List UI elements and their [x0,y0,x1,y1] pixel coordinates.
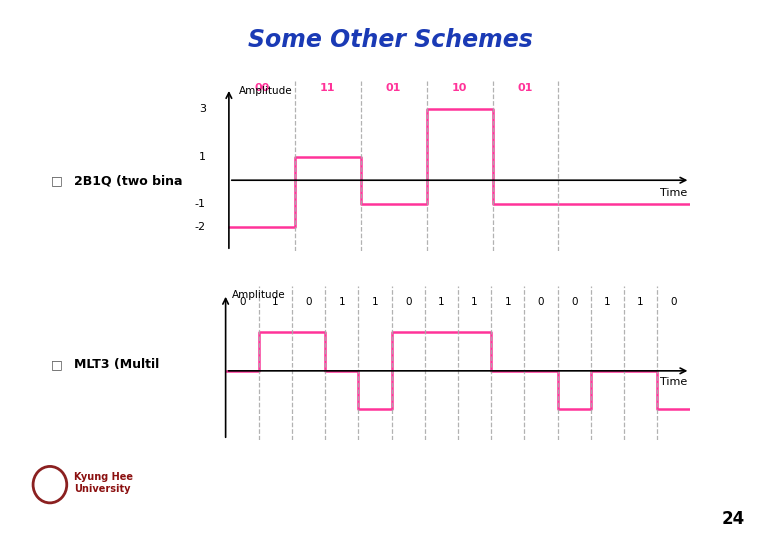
Text: 1: 1 [199,152,206,161]
Text: 1: 1 [505,298,511,307]
Text: 2B1Q (two bina: 2B1Q (two bina [74,174,183,187]
Text: 3: 3 [199,104,206,114]
Text: 1: 1 [471,298,478,307]
Text: 0: 0 [239,298,246,307]
Text: 1: 1 [371,298,378,307]
Text: 1: 1 [637,298,644,307]
Text: Kyung Hee
University: Kyung Hee University [74,472,133,494]
Text: 0: 0 [405,298,411,307]
Text: 1: 1 [339,298,345,307]
Text: 11: 11 [320,83,335,93]
Text: 10: 10 [452,83,467,93]
Text: 24: 24 [722,510,745,528]
Text: -2: -2 [195,222,206,233]
Text: 0: 0 [671,298,677,307]
Text: □: □ [51,174,62,187]
Text: 00: 00 [254,83,269,93]
Text: Amplitude: Amplitude [239,86,292,96]
Text: 0: 0 [305,298,312,307]
Text: 01: 01 [386,83,402,93]
Text: 0: 0 [537,298,544,307]
Text: Time: Time [660,188,687,199]
Text: MLT3 (Multil: MLT3 (Multil [74,358,159,371]
Text: 1: 1 [604,298,611,307]
Text: Some Other Schemes: Some Other Schemes [247,28,533,52]
Text: 0: 0 [571,298,577,307]
Text: Amplitude: Amplitude [232,290,286,300]
Text: Time: Time [660,376,687,387]
Text: 1: 1 [272,298,278,307]
Text: 1: 1 [438,298,445,307]
Text: 01: 01 [518,83,534,93]
Text: □: □ [51,358,62,371]
Text: -1: -1 [195,199,206,209]
